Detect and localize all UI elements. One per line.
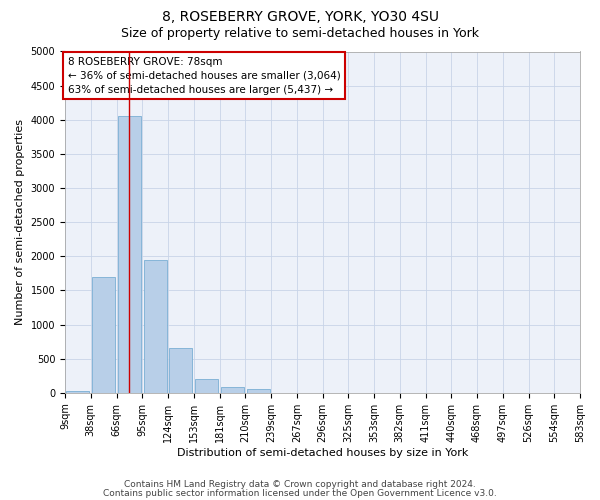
Text: 8 ROSEBERRY GROVE: 78sqm
← 36% of semi-detached houses are smaller (3,064)
63% o: 8 ROSEBERRY GROVE: 78sqm ← 36% of semi-d… — [68, 56, 340, 94]
Bar — [67, 391, 89, 393]
Text: Size of property relative to semi-detached houses in York: Size of property relative to semi-detach… — [121, 28, 479, 40]
Bar — [221, 388, 244, 393]
Text: Contains public sector information licensed under the Open Government Licence v3: Contains public sector information licen… — [103, 489, 497, 498]
Bar — [118, 116, 141, 393]
Bar — [247, 389, 270, 393]
Bar — [143, 260, 167, 393]
Bar — [195, 379, 218, 393]
X-axis label: Distribution of semi-detached houses by size in York: Distribution of semi-detached houses by … — [177, 448, 468, 458]
Bar — [169, 348, 193, 393]
Text: 8, ROSEBERRY GROVE, YORK, YO30 4SU: 8, ROSEBERRY GROVE, YORK, YO30 4SU — [161, 10, 439, 24]
Y-axis label: Number of semi-detached properties: Number of semi-detached properties — [15, 119, 25, 325]
Text: Contains HM Land Registry data © Crown copyright and database right 2024.: Contains HM Land Registry data © Crown c… — [124, 480, 476, 489]
Bar — [92, 277, 115, 393]
